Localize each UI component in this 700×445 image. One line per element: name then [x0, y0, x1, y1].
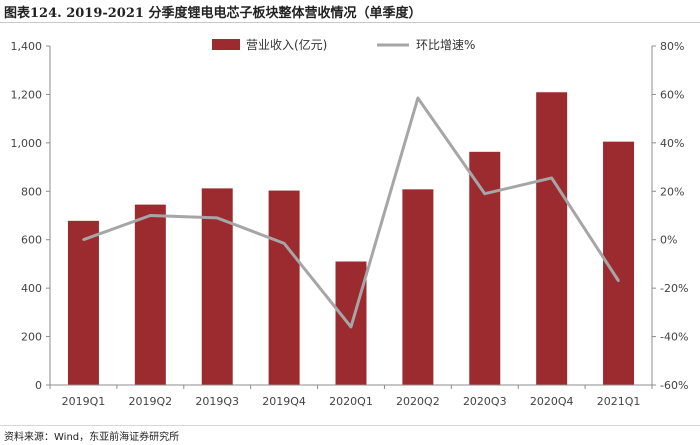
growth-point-2019Q1	[82, 238, 85, 241]
bar-2019Q4	[268, 190, 300, 385]
growth-point-2020Q1	[349, 325, 353, 329]
x-tick-label: 2019Q2	[129, 395, 173, 408]
left-tick-label: 1,200	[11, 88, 43, 101]
bars-layer	[67, 92, 635, 386]
left-tick-label: 800	[21, 185, 42, 198]
right-tick-label: 40%	[660, 137, 684, 150]
legend: 营业收入(亿元) 环比增速%	[212, 37, 475, 52]
growth-point-2021Q1	[617, 279, 620, 283]
x-tick-label: 2020Q1	[329, 395, 373, 408]
right-tick-label: 0%	[660, 234, 677, 247]
bar-2020Q3	[469, 151, 501, 385]
x-tick-label: 2020Q4	[530, 395, 574, 408]
growth-point-2020Q4	[550, 176, 553, 180]
right-tick-label: -20%	[660, 282, 688, 295]
right-tick-label: 20%	[660, 185, 684, 198]
legend-label-growth: 环比增速%	[416, 38, 475, 52]
x-tick-label: 2019Q3	[195, 395, 239, 408]
x-tick-label: 2019Q4	[262, 395, 306, 408]
right-tick-label: 80%	[660, 40, 684, 53]
growth-point-2020Q2	[416, 96, 420, 100]
title-divider	[0, 22, 700, 23]
revenue-chart: 0 200 400 600 800 1,000 1,200 1,400 -60% -40% -20%…	[11, 37, 689, 408]
left-tick-label: 600	[21, 234, 42, 247]
growth-point-2020Q3	[483, 192, 486, 195]
left-tick-label: 1,000	[11, 137, 43, 150]
right-tick-label: -40%	[660, 331, 688, 344]
x-tick-label: 2020Q2	[396, 395, 440, 408]
growth-point-2019Q2	[149, 214, 152, 217]
x-tick-label: 2019Q1	[62, 395, 106, 408]
source-divider	[0, 425, 700, 426]
left-tick-label: 1,400	[11, 40, 43, 53]
right-tick-label: 60%	[660, 88, 684, 101]
bar-2020Q2	[402, 189, 434, 385]
left-tick-label: 400	[21, 282, 42, 295]
x-tick-label: 2020Q3	[463, 395, 507, 408]
x-tick-label: 2021Q1	[597, 395, 641, 408]
growth-point-2019Q4	[282, 242, 286, 245]
axes-layer: 0 200 400 600 800 1,000 1,200 1,400 -60% -40% -20%…	[11, 40, 689, 408]
chart-title: 图表124. 2019-2021 分季度锂电电芯子板块整体营收情况（单季度）	[4, 6, 422, 21]
bar-2020Q4	[536, 92, 568, 386]
legend-swatch-revenue	[212, 39, 240, 50]
bar-2019Q1	[67, 220, 99, 385]
growth-line-layer	[82, 96, 620, 329]
growth-point-2019Q3	[216, 216, 219, 220]
source-note: 资料来源：Wind，东亚前海证券研究所	[4, 432, 180, 443]
bar-2019Q2	[134, 204, 166, 385]
left-tick-label: 0	[35, 379, 42, 392]
left-tick-label: 200	[21, 331, 42, 344]
legend-label-revenue: 营业收入(亿元)	[246, 37, 327, 52]
right-tick-label: -60%	[660, 379, 688, 392]
